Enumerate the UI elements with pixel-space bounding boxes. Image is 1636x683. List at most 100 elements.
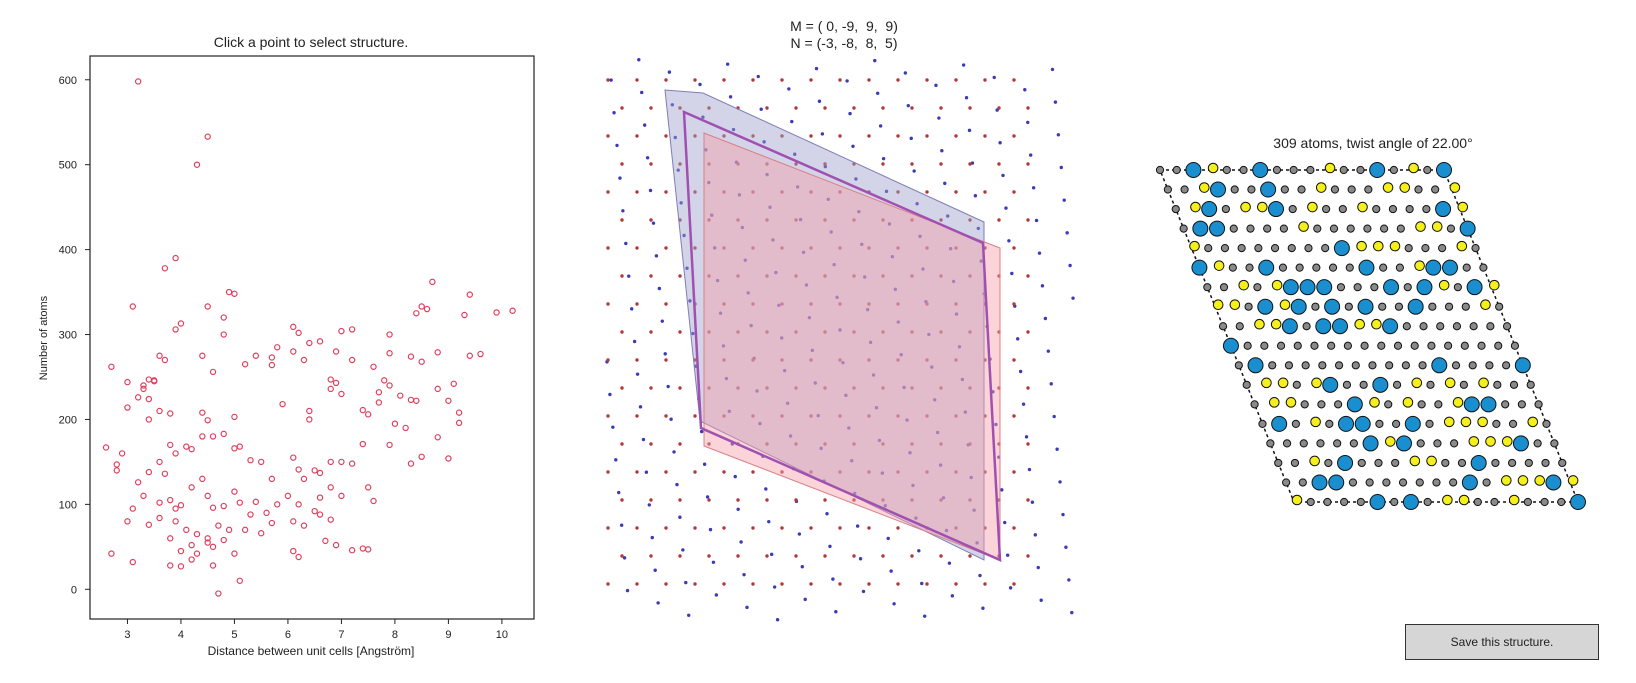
scatter-point[interactable] bbox=[493, 309, 500, 316]
scatter-point[interactable] bbox=[300, 356, 308, 364]
scatter-point[interactable] bbox=[418, 358, 425, 365]
scatter-point[interactable] bbox=[381, 377, 388, 384]
scatter-point[interactable] bbox=[391, 420, 399, 427]
scatter-point[interactable] bbox=[306, 339, 313, 347]
scatter-point[interactable] bbox=[156, 407, 163, 415]
scatter-point[interactable] bbox=[359, 406, 367, 414]
scatter-point[interactable] bbox=[124, 378, 131, 386]
scatter-point[interactable] bbox=[257, 458, 265, 466]
scatter-point[interactable] bbox=[145, 521, 153, 528]
scatter-point[interactable] bbox=[193, 161, 201, 168]
scatter-point[interactable] bbox=[167, 441, 174, 449]
scatter-point[interactable] bbox=[215, 590, 222, 597]
scatter-point[interactable] bbox=[316, 511, 324, 518]
scatter-point[interactable] bbox=[167, 535, 174, 542]
scatter-point[interactable] bbox=[140, 492, 147, 500]
scatter-point[interactable] bbox=[124, 518, 131, 525]
scatter-point[interactable] bbox=[413, 397, 420, 404]
scatter-point[interactable] bbox=[418, 453, 425, 461]
scatter-point[interactable] bbox=[348, 356, 356, 364]
scatter-point[interactable] bbox=[183, 526, 190, 534]
scatter-point[interactable] bbox=[375, 399, 383, 406]
scatter-point[interactable] bbox=[236, 443, 243, 450]
scatter-point[interactable] bbox=[295, 501, 302, 508]
scatter-point[interactable] bbox=[204, 417, 211, 424]
scatter-point[interactable] bbox=[231, 290, 238, 297]
scatter-point[interactable] bbox=[204, 492, 211, 500]
scatter-point[interactable] bbox=[129, 505, 136, 512]
scatter-point[interactable] bbox=[423, 305, 431, 313]
scatter-point[interactable] bbox=[145, 416, 153, 423]
scatter-point[interactable] bbox=[375, 389, 383, 396]
scatter-point[interactable] bbox=[257, 530, 265, 537]
scatter-point[interactable] bbox=[108, 550, 115, 557]
scatter-point[interactable] bbox=[316, 469, 324, 477]
scatter-point[interactable] bbox=[140, 382, 147, 389]
scatter-point[interactable] bbox=[332, 379, 340, 387]
scatter-point[interactable] bbox=[279, 400, 286, 408]
scatter-point[interactable] bbox=[247, 511, 254, 518]
scatter-point[interactable] bbox=[220, 536, 227, 544]
scatter-point[interactable] bbox=[300, 475, 308, 483]
scatter-point[interactable] bbox=[204, 539, 211, 546]
scatter-point[interactable] bbox=[316, 494, 324, 501]
scatter-point[interactable] bbox=[300, 522, 308, 529]
scatter-point[interactable] bbox=[167, 496, 174, 504]
scatter-point[interactable] bbox=[252, 498, 260, 506]
scatter-points[interactable] bbox=[102, 78, 516, 597]
scatter-point[interactable] bbox=[113, 467, 120, 474]
scatter-point[interactable] bbox=[161, 470, 169, 477]
scatter-point[interactable] bbox=[327, 385, 334, 393]
scatter-point[interactable] bbox=[290, 323, 297, 331]
scatter-point[interactable] bbox=[413, 310, 420, 317]
scatter-point[interactable] bbox=[134, 394, 142, 401]
scatter-point[interactable] bbox=[193, 550, 201, 557]
scatter-point[interactable] bbox=[418, 303, 425, 310]
scatter-point[interactable] bbox=[129, 558, 136, 566]
save-structure-button[interactable]: Save this structure. bbox=[1405, 624, 1599, 660]
scatter-point[interactable] bbox=[348, 460, 356, 467]
scatter-point[interactable] bbox=[284, 492, 292, 500]
scatter-point[interactable] bbox=[215, 522, 222, 529]
scatter-point[interactable] bbox=[386, 331, 393, 338]
scatter-point[interactable] bbox=[359, 440, 367, 448]
scatter-point[interactable] bbox=[204, 133, 211, 140]
scatter-point[interactable] bbox=[161, 265, 169, 272]
scatter-point[interactable] bbox=[241, 361, 249, 368]
scatter-point[interactable] bbox=[108, 363, 115, 370]
scatter-point[interactable] bbox=[193, 530, 201, 538]
scatter-point[interactable] bbox=[386, 350, 393, 357]
scatter-point[interactable] bbox=[199, 433, 206, 440]
scatter-point[interactable] bbox=[220, 430, 227, 438]
scatter-point[interactable] bbox=[466, 352, 474, 359]
scatter-point[interactable] bbox=[220, 331, 227, 338]
scatter-point[interactable] bbox=[455, 409, 463, 416]
scatter-point[interactable] bbox=[199, 352, 206, 359]
scatter-point[interactable] bbox=[156, 352, 163, 359]
scatter-point[interactable] bbox=[290, 518, 297, 525]
scatter-point[interactable] bbox=[364, 411, 372, 418]
scatter-point[interactable] bbox=[231, 488, 238, 495]
scatter-point[interactable] bbox=[220, 502, 227, 510]
scatter-point[interactable] bbox=[295, 553, 302, 561]
scatter-point[interactable] bbox=[274, 344, 281, 351]
scatter-point[interactable] bbox=[386, 441, 393, 449]
scatter-point[interactable] bbox=[209, 504, 217, 511]
scatter-point[interactable] bbox=[466, 291, 474, 298]
scatter-point[interactable] bbox=[306, 416, 313, 423]
scatter-point[interactable] bbox=[477, 350, 484, 358]
scatter-point[interactable] bbox=[509, 307, 516, 314]
scatter-point[interactable] bbox=[290, 348, 297, 355]
scatter-point[interactable] bbox=[204, 535, 211, 542]
scatter-point[interactable] bbox=[177, 547, 185, 555]
scatter-point[interactable] bbox=[236, 577, 243, 584]
scatter-point[interactable] bbox=[204, 303, 211, 310]
scatter-point[interactable] bbox=[113, 461, 120, 468]
scatter-point[interactable] bbox=[172, 518, 179, 525]
scatter-point[interactable] bbox=[316, 338, 324, 345]
scatter-point[interactable] bbox=[129, 303, 136, 310]
scatter-point[interactable] bbox=[134, 479, 142, 486]
scatter-point[interactable] bbox=[370, 363, 377, 370]
scatter-point[interactable] bbox=[290, 547, 297, 555]
scatter-point[interactable] bbox=[327, 458, 334, 466]
